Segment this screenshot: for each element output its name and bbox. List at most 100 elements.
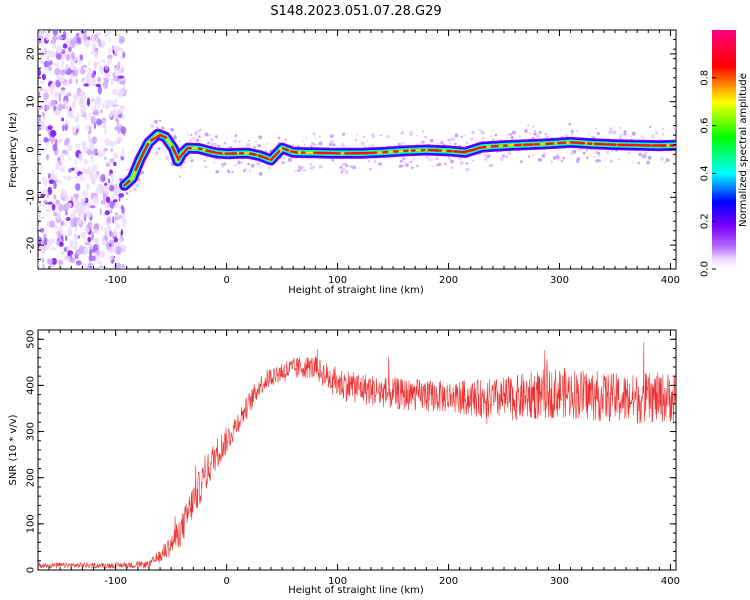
ridge-halo-speckle: [125, 191, 129, 195]
snr-y-tick-label: 200: [26, 468, 37, 487]
ridge-core-segment: [257, 154, 270, 161]
ridge-halo-speckle: [570, 129, 574, 133]
noise-speckle: [90, 192, 94, 200]
noise-speckle: [104, 79, 110, 83]
ridge-halo-speckle: [662, 127, 665, 131]
noise-speckle: [80, 30, 87, 34]
ridge-halo-speckle: [556, 153, 559, 157]
noise-speckle: [121, 264, 125, 269]
snr-x-tick-label: 300: [550, 576, 569, 587]
noise-speckle: [78, 152, 82, 161]
ridge-halo-speckle: [151, 125, 155, 128]
noise-speckle: [118, 40, 124, 44]
ridge-halo-speckle: [258, 135, 263, 140]
colorbar-tick-label: 0.8: [700, 70, 711, 86]
noise-speckle: [101, 59, 106, 63]
noise-speckle: [96, 96, 101, 103]
ridge-halo-speckle: [227, 170, 231, 174]
noise-speckle: [83, 83, 89, 87]
ridge-halo-speckle: [373, 160, 377, 164]
noise-speckle: [107, 47, 111, 54]
ridge-halo-speckle: [238, 140, 241, 144]
ridge-halo-speckle: [438, 162, 442, 167]
ridge-halo-speckle: [500, 138, 503, 141]
ridge-halo-speckle: [223, 142, 226, 145]
noise-speckle: [69, 39, 76, 48]
noise-speckle: [106, 72, 111, 79]
ridge-halo-speckle: [581, 148, 583, 151]
noise-speckle: [73, 92, 79, 102]
noise-speckle: [58, 225, 63, 234]
ridge-halo-speckle: [210, 142, 215, 146]
ridge-halo-speckle: [449, 138, 453, 142]
noise-speckle: [52, 30, 58, 36]
ridge-halo-speckle: [595, 127, 597, 130]
noise-speckle: [105, 141, 111, 147]
ridge-halo-speckle: [135, 183, 140, 188]
noise-speckle: [61, 63, 64, 68]
ridge-halo-speckle: [528, 155, 531, 158]
noise-speckle: [62, 124, 65, 132]
ridge-halo-speckle: [490, 135, 493, 137]
ridge-halo-speckle: [483, 154, 487, 157]
ridge-halo-speckle: [444, 162, 447, 166]
ridge-halo-speckle: [299, 169, 302, 172]
noise-speckle: [120, 204, 124, 211]
noise-speckle: [42, 200, 49, 204]
ridge-halo-speckle: [314, 136, 317, 139]
noise-speckle: [118, 70, 123, 74]
ridge-halo-speckle: [464, 134, 467, 137]
ridge-halo-speckle: [488, 164, 492, 167]
noise-speckle: [107, 178, 111, 184]
ridge-halo-speckle: [210, 137, 214, 142]
noise-speckle: [38, 154, 41, 163]
noise-speckle: [86, 97, 91, 107]
ridge-halo-speckle: [447, 139, 450, 142]
noise-speckle: [58, 103, 63, 112]
ridge-halo-speckle: [225, 137, 228, 139]
ridge-halo-speckle: [419, 141, 422, 145]
noise-speckle: [41, 61, 45, 65]
noise-speckle: [40, 216, 45, 220]
noise-speckle: [91, 42, 97, 51]
noise-speckle: [120, 156, 125, 161]
ridge-halo-speckle: [536, 134, 540, 138]
ridge-halo-speckle: [617, 158, 621, 161]
ridge-halo-speckle: [248, 140, 251, 142]
noise-speckle: [107, 159, 111, 165]
ridge-halo-speckle: [331, 158, 335, 162]
ridge-halo-speckle: [412, 158, 415, 161]
noise-speckle: [113, 154, 120, 158]
noise-speckle: [38, 106, 42, 111]
noise-speckle: [92, 255, 97, 261]
ridge-halo-speckle: [312, 132, 316, 136]
ridge-halo-speckle: [401, 130, 405, 134]
noise-speckle: [104, 120, 107, 126]
noise-speckle: [40, 80, 44, 85]
ridge-halo-speckle: [126, 168, 129, 171]
ridge-halo-speckle: [282, 156, 285, 160]
noise-speckle: [65, 106, 71, 110]
noise-speckle: [93, 122, 97, 130]
ridge-halo-speckle: [409, 132, 413, 137]
noise-speckle: [88, 255, 94, 262]
snr-frame: [37, 329, 677, 571]
ridge-halo-speckle: [402, 141, 405, 144]
ridge-halo-speckle: [598, 155, 601, 158]
noise-speckle: [89, 266, 93, 269]
ridge-halo-speckle: [170, 127, 175, 132]
noise-speckle: [50, 99, 57, 108]
noise-speckle: [114, 98, 117, 107]
ridge-halo-speckle: [425, 155, 429, 159]
noise-speckle: [75, 260, 82, 266]
noise-speckle: [103, 148, 108, 152]
noise-speckle: [51, 203, 56, 211]
noise-speckle: [49, 85, 52, 93]
noise-speckle: [64, 235, 68, 242]
noise-speckle: [60, 87, 66, 91]
noise-speckle: [47, 201, 53, 205]
ridge-halo-speckle: [371, 143, 375, 147]
ridge-halo-speckle: [379, 134, 382, 137]
noise-speckle: [69, 257, 76, 264]
noise-speckle: [120, 229, 124, 236]
